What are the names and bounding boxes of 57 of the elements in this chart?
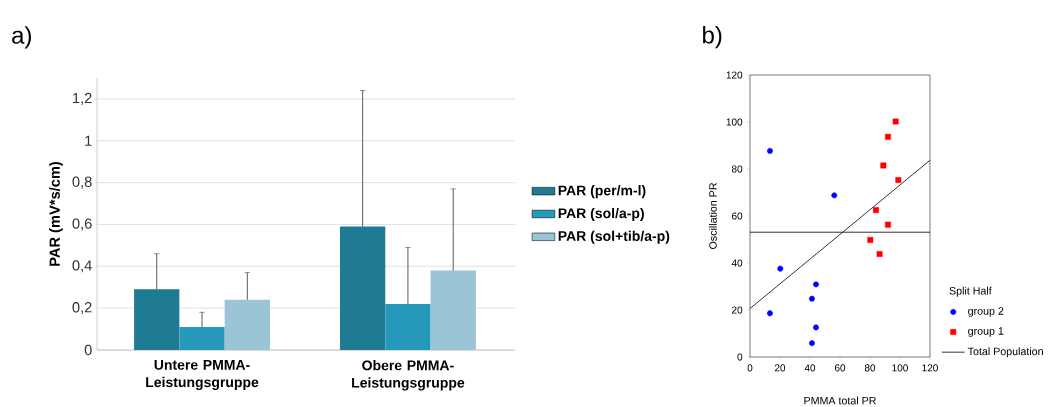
y-tick-label: 0,6: [72, 218, 92, 231]
point: [885, 221, 891, 228]
x-tick-label: 100: [892, 364, 908, 372]
x-tick-label: 0: [747, 364, 753, 372]
point: [813, 324, 819, 331]
y-tick-label: 0,2: [72, 302, 92, 315]
legend-label: PAR (sol/a-p): [558, 207, 644, 221]
point: [809, 295, 815, 302]
point: [813, 281, 819, 288]
x-tick-label: 60: [834, 364, 846, 372]
bar: [134, 289, 180, 350]
point: [767, 147, 773, 154]
x-tick-label: 120: [922, 364, 938, 372]
y-tick-label: 0,4: [72, 260, 92, 273]
legend-label: PAR (per/m-l): [558, 185, 646, 199]
point: [809, 340, 815, 347]
y-tick-label: 80: [731, 165, 743, 173]
y-tick-label: 120: [726, 71, 743, 79]
point: [892, 118, 899, 125]
y-tick-label: 1: [85, 135, 92, 146]
y-tick-label: 0,8: [72, 176, 92, 189]
point: [873, 207, 879, 214]
point: [867, 237, 874, 243]
point: [831, 192, 838, 199]
legend-label: PAR (sol+tib/a-p): [558, 230, 670, 244]
point: [767, 310, 773, 317]
point: [777, 265, 784, 272]
chart-title: a): [12, 26, 31, 49]
point: [880, 162, 887, 169]
y-tick-label: 40: [731, 259, 743, 267]
y-tick-label: 20: [732, 306, 743, 314]
legend-label: group 1: [968, 327, 1004, 337]
bar: [385, 303, 431, 350]
chart-title: b): [703, 25, 722, 49]
x-tick-label: Obere PMMA-Leistungsgruppe: [352, 360, 465, 391]
x-tick-label: 80: [864, 364, 876, 372]
x-tick-label: 40: [804, 364, 816, 372]
y-tick-label: 1,2: [73, 92, 92, 105]
x-tick-label: 20: [774, 364, 786, 372]
point: [876, 251, 883, 257]
legend-label: group 2: [968, 307, 1004, 317]
y-tick-label: 0: [84, 344, 92, 356]
legend-label: Total Population: [967, 347, 1043, 358]
point: [885, 133, 891, 140]
point: [895, 177, 902, 183]
y-axis-title: PAR (mV*s/cm): [49, 161, 63, 266]
y-tick-label: 0: [737, 353, 743, 361]
bar: [224, 299, 270, 350]
y-tick-label: 100: [726, 118, 743, 126]
legend-title: Split Half: [949, 286, 992, 297]
x-tick-label: Untere PMMA-Leistungsgruppe: [146, 360, 259, 390]
y-axis-title: Oscillation PR: [708, 183, 717, 249]
bar: [179, 326, 225, 350]
bar: [339, 226, 386, 350]
bar: [430, 270, 476, 350]
y-tick-label: 60: [732, 212, 743, 220]
x-axis-title: PMMA total PR: [804, 396, 876, 405]
